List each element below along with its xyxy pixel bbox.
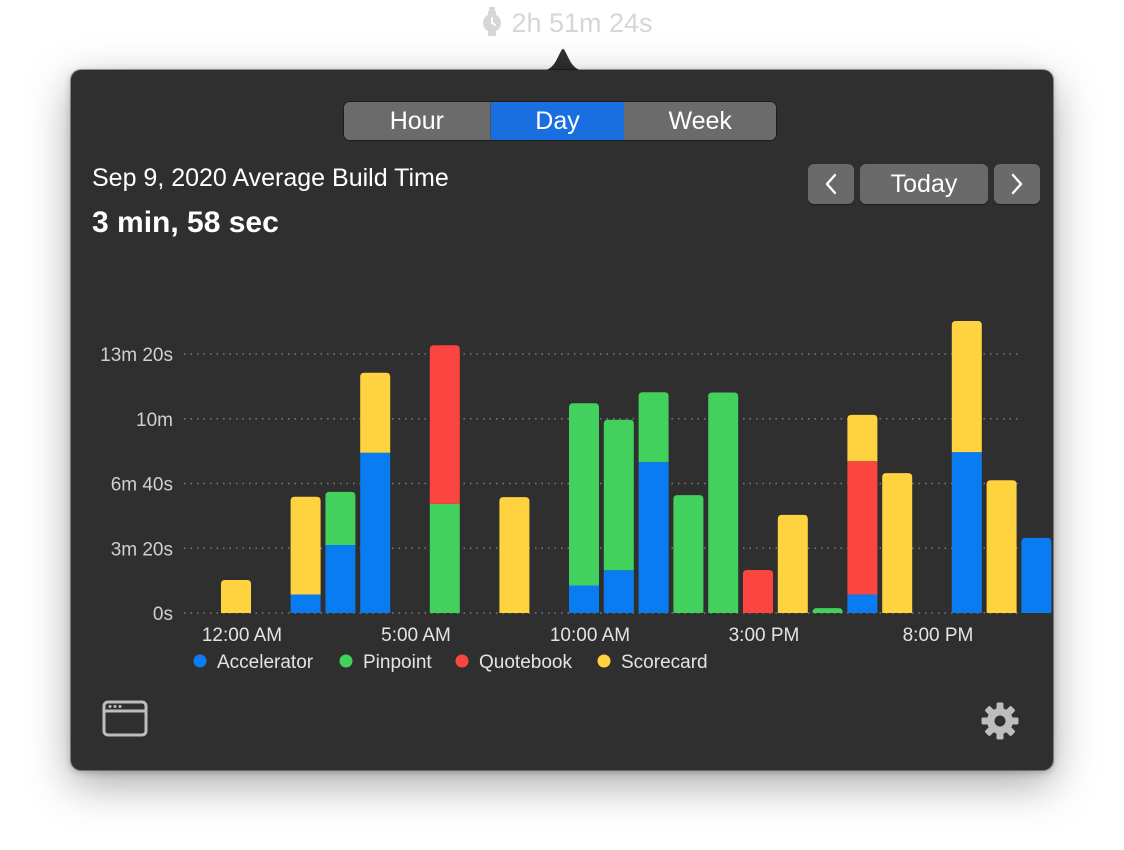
- stopwatch-icon: [483, 7, 502, 36]
- bar-accelerator[interactable]: [603, 570, 634, 613]
- bar-scorecard[interactable]: [221, 579, 251, 613]
- x-tick-label: 10:00 AM: [550, 625, 630, 646]
- period-segmented-control: Hour Day Week: [344, 102, 776, 140]
- previous-day-button[interactable]: [808, 164, 854, 204]
- today-button[interactable]: Today: [860, 164, 988, 204]
- bar-scorecard[interactable]: [951, 320, 982, 453]
- bar-quotebook[interactable]: [847, 461, 878, 595]
- window-icon[interactable]: [102, 700, 148, 738]
- bar-scorecard[interactable]: [290, 496, 321, 595]
- bar-pinpoint[interactable]: [673, 495, 704, 613]
- chart-legend: Accelerator Pinpoint Quotebook Scorecard: [193, 652, 708, 673]
- next-day-button[interactable]: [994, 164, 1040, 204]
- y-tick-label: 0s: [153, 604, 173, 625]
- legend-swatch-pinpoint: [339, 654, 353, 668]
- y-tick-label: 13m 20s: [100, 345, 173, 366]
- bar-pinpoint[interactable]: [708, 392, 739, 613]
- bar-scorecard[interactable]: [360, 372, 391, 453]
- bar-quotebook[interactable]: [429, 345, 460, 504]
- bar-accelerator[interactable]: [951, 452, 982, 613]
- legend-swatch-scorecard: [597, 654, 611, 668]
- legend-label-scorecard[interactable]: Scorecard: [621, 652, 708, 673]
- date-title: Sep 9, 2020 Average Build Time: [92, 164, 449, 192]
- bar-pinpoint[interactable]: [603, 419, 634, 571]
- bar-pinpoint[interactable]: [569, 403, 599, 586]
- average-build-time-value: 3 min, 58 sec: [92, 206, 279, 239]
- y-tick-label: 3m 20s: [111, 539, 173, 560]
- tab-day[interactable]: Day: [490, 102, 625, 140]
- chevron-right-icon: [1011, 173, 1023, 195]
- gear-icon[interactable]: [980, 701, 1020, 741]
- bar-scorecard[interactable]: [986, 480, 1017, 613]
- bar-pinpoint[interactable]: [812, 608, 843, 613]
- bar-pinpoint[interactable]: [429, 503, 460, 613]
- popover-arrow: [537, 49, 589, 72]
- bar-scorecard[interactable]: [777, 514, 808, 613]
- timer-text: 2h 51m 24s: [511, 7, 653, 38]
- bar-quotebook[interactable]: [743, 569, 773, 613]
- y-tick-label: 10m: [136, 410, 173, 431]
- legend-swatch-accelerator: [193, 654, 207, 668]
- x-tick-label: 3:00 PM: [729, 625, 800, 646]
- tab-hour[interactable]: Hour: [344, 102, 491, 140]
- x-axis-labels: 12:00 AM 5:00 AM 10:00 AM 3:00 PM 8:00 PM: [202, 625, 974, 646]
- chevron-left-icon: [825, 173, 837, 195]
- legend-swatch-quotebook: [455, 654, 469, 668]
- build-time-chart: 0s 3m 20s 6m 40s 10m 13m 20s 12:00 AM 5:00 AM…: [100, 320, 1052, 673]
- bar-scorecard[interactable]: [847, 414, 878, 462]
- x-tick-label: 8:00 PM: [903, 625, 974, 646]
- bar-accelerator[interactable]: [325, 545, 356, 613]
- y-axis-labels: 0s 3m 20s 6m 40s 10m 13m 20s: [100, 345, 173, 625]
- x-tick-label: 5:00 AM: [381, 625, 451, 646]
- build-time-popover: Hour Day Week Sep 9, 2020 Average Build …: [71, 70, 1053, 770]
- legend-label-quotebook[interactable]: Quotebook: [479, 652, 572, 673]
- bar-pinpoint[interactable]: [638, 392, 669, 463]
- bar-accelerator[interactable]: [569, 585, 599, 613]
- bar-accelerator[interactable]: [360, 452, 391, 613]
- y-tick-label: 6m 40s: [111, 475, 173, 496]
- legend-label-accelerator[interactable]: Accelerator: [217, 652, 314, 673]
- x-tick-label: 12:00 AM: [202, 625, 282, 646]
- bar-accelerator[interactable]: [638, 462, 669, 613]
- bar-scorecard[interactable]: [882, 473, 913, 613]
- bar-scorecard[interactable]: [499, 497, 530, 613]
- menubar-timer[interactable]: 2h 51m 24s: [0, 4, 1124, 42]
- bar-pinpoint[interactable]: [325, 491, 356, 546]
- bar-accelerator[interactable]: [847, 594, 878, 613]
- legend-label-pinpoint[interactable]: Pinpoint: [363, 652, 432, 673]
- bar-accelerator[interactable]: [290, 594, 321, 613]
- tab-week[interactable]: Week: [624, 102, 776, 140]
- bar-accelerator[interactable]: [1021, 537, 1052, 613]
- chart-bars: [221, 320, 1052, 613]
